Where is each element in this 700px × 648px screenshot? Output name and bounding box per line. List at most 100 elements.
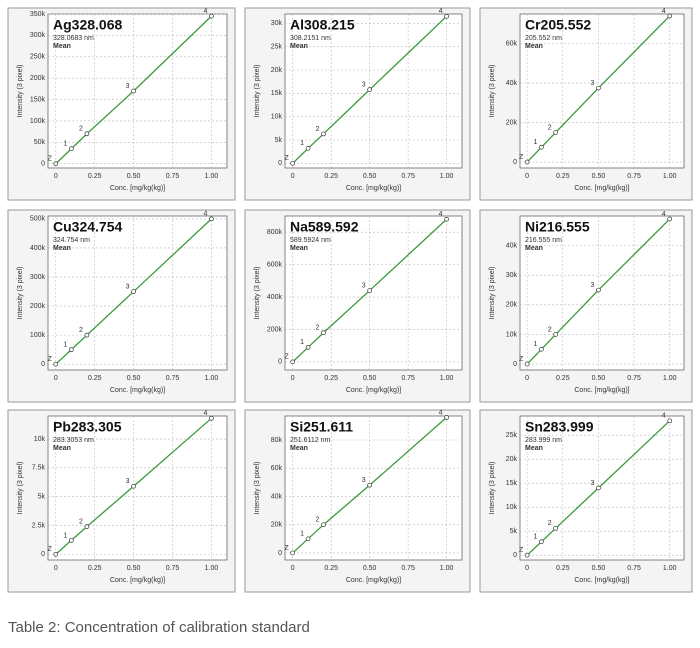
y-axis-label: Intensity (3 pixel) — [489, 65, 496, 118]
point — [209, 13, 214, 19]
chart-panel: 0 200k 400k 600k 800k 0 0.25 0.50 0.75 1.00 Conc. … — [244, 209, 471, 403]
point — [553, 332, 559, 337]
point-label: 3 — [126, 83, 130, 90]
point — [367, 288, 373, 293]
x-tick-label: 1.00 — [440, 375, 454, 382]
x-tick-label: 0.75 — [401, 375, 415, 382]
chart-title: Si251.611 — [290, 419, 353, 435]
y-tick-label: 25k — [506, 432, 518, 439]
x-tick-label: 1.00 — [440, 565, 454, 572]
chart-subtitle: 308.2151 nm — [290, 35, 331, 42]
point-label: Z — [285, 545, 290, 552]
point-label: 1 — [300, 531, 304, 538]
x-tick-label: 1.00 — [205, 173, 219, 180]
y-tick-label: 0 — [41, 361, 45, 368]
x-tick-label: 0.25 — [556, 565, 570, 572]
x-tick-label: 0.50 — [592, 375, 606, 382]
y-axis-label: Intensity (3 pixel) — [489, 267, 496, 320]
x-tick-label: 0.50 — [363, 565, 377, 572]
x-axis-label: Conc. [mg/kg(kg)] — [110, 387, 165, 394]
y-tick-label: 600k — [267, 261, 283, 268]
point — [596, 85, 601, 91]
point-label: 4 — [439, 8, 443, 15]
point-label: 1 — [63, 532, 67, 539]
y-tick-label: 5k — [510, 528, 518, 535]
point-label: 4 — [203, 410, 207, 417]
x-tick-label: 1.00 — [663, 565, 677, 572]
point — [524, 159, 530, 165]
point-label: Z — [519, 154, 524, 161]
x-tick-label: 0.25 — [324, 565, 338, 572]
point-label: 1 — [533, 341, 537, 348]
y-tick-label: 5k — [38, 493, 46, 500]
point-label: 1 — [63, 342, 67, 349]
y-tick-label: 300k — [30, 274, 46, 281]
point — [209, 415, 214, 421]
point-label: Z — [48, 156, 53, 163]
point — [524, 552, 530, 558]
x-axis-label: Conc. [mg/kg(kg)] — [346, 387, 401, 394]
x-tick-label: 0.50 — [592, 173, 606, 180]
y-tick-label: 30k — [506, 272, 518, 279]
y-axis-label: Intensity (3 pixel) — [17, 65, 24, 118]
y-tick-label: 10k — [506, 504, 518, 511]
point — [84, 332, 90, 338]
x-tick-label: 1.00 — [205, 375, 219, 382]
point-label: 3 — [362, 282, 366, 289]
chart-note: Mean — [290, 445, 308, 452]
point-label: 4 — [662, 413, 666, 420]
point — [539, 539, 544, 545]
x-tick-label: 0.25 — [88, 375, 102, 382]
point-label: 1 — [533, 139, 537, 146]
y-tick-label: 0 — [41, 551, 45, 558]
x-tick-label: 1.00 — [663, 173, 677, 180]
x-tick-label: 0.25 — [324, 375, 338, 382]
point — [539, 346, 544, 352]
y-tick-label: 10k — [34, 436, 46, 443]
x-tick-label: 0 — [54, 565, 58, 572]
x-tick-label: 0 — [291, 173, 295, 180]
chart-subtitle: 251.6112 nm — [290, 437, 331, 444]
y-tick-label: 40k — [271, 493, 283, 500]
point — [290, 359, 296, 365]
x-tick-label: 0.50 — [127, 173, 141, 180]
point-label: Z — [519, 356, 524, 363]
x-tick-label: 0.25 — [88, 173, 102, 180]
x-tick-label: 0.75 — [401, 173, 415, 180]
x-tick-label: 0.25 — [556, 173, 570, 180]
x-tick-label: 0 — [525, 375, 529, 382]
y-tick-label: 150k — [30, 96, 46, 103]
y-tick-label: 300k — [30, 32, 46, 39]
plot-area — [519, 13, 685, 169]
point — [553, 525, 559, 531]
chart-title: Pb283.305 — [53, 419, 122, 435]
y-axis-label: Intensity (3 pixel) — [254, 267, 261, 320]
y-tick-label: 0 — [278, 550, 282, 557]
point-label: Z — [519, 547, 524, 554]
point — [321, 330, 326, 336]
chart-note: Mean — [525, 43, 543, 50]
y-tick-label: 0 — [278, 160, 282, 167]
y-tick-label: 100k — [30, 332, 46, 339]
plot-area — [47, 415, 228, 561]
x-axis-label: Conc. [mg/kg(kg)] — [574, 577, 629, 584]
y-tick-label: 400k — [30, 245, 46, 252]
point — [321, 522, 326, 528]
x-tick-label: 0.75 — [166, 565, 180, 572]
point-label: 2 — [548, 124, 552, 131]
point-label: Z — [285, 155, 290, 162]
point-label: 1 — [300, 339, 304, 346]
y-tick-label: 0 — [41, 161, 45, 168]
y-tick-label: 10k — [271, 114, 283, 121]
point — [444, 415, 449, 420]
point — [596, 485, 601, 491]
x-tick-label: 0.75 — [627, 375, 641, 382]
plot-area — [519, 215, 685, 371]
chart-panel: 0 2.5k 5k 7.5k 10k 0 0.25 0.50 0.75 1.00 Conc. [mg… — [7, 409, 236, 593]
y-tick-label: 60k — [271, 465, 283, 472]
x-tick-label: 0.75 — [166, 375, 180, 382]
point — [524, 361, 530, 367]
point-label: 2 — [548, 326, 552, 333]
y-axis-label: Intensity (3 pixel) — [489, 462, 496, 515]
x-tick-label: 0 — [291, 565, 295, 572]
